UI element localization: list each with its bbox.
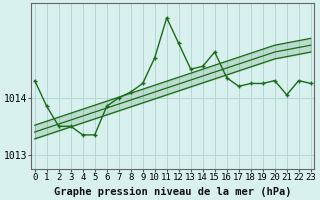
X-axis label: Graphe pression niveau de la mer (hPa): Graphe pression niveau de la mer (hPa) bbox=[54, 186, 292, 197]
